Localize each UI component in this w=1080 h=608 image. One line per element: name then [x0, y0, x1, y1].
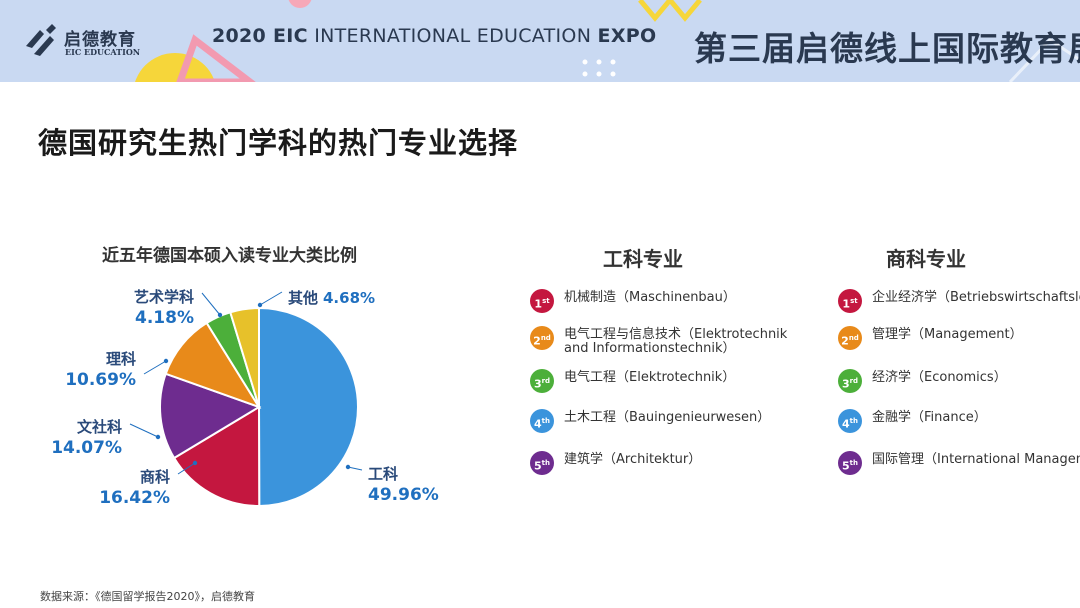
- rank-badge: 5th: [838, 451, 862, 475]
- rank-text: 企业经济学（Betriebswirtschaftslehre）: [872, 290, 1080, 305]
- rank-text: 建筑学（Architektur）: [564, 452, 702, 467]
- rank-badge: 2nd: [530, 326, 554, 350]
- rank-text: 经济学（Economics）: [872, 370, 1007, 385]
- rank-suffix: nd: [848, 334, 859, 342]
- rank-item: 4th 土木工程（Bauingenieurwesen）: [530, 409, 790, 443]
- rank-suffix: rd: [849, 377, 859, 385]
- expo-title-end: EXPO: [597, 25, 657, 47]
- rank-badge: 3rd: [530, 369, 554, 393]
- header-banner: 启德教育 EIC EDUCATION 2020 EIC INTERNATIONA…: [0, 0, 1080, 82]
- page-title: 德国研究生热门学科的热门专业选择: [38, 126, 519, 160]
- rank-number: 3: [841, 377, 850, 391]
- rank-item: 5th 建筑学（Architektur）: [530, 451, 790, 485]
- pie-label-leader-3: [143, 360, 167, 375]
- logo-text-cn: 启德教育: [64, 30, 136, 50]
- rank-number: 3: [533, 377, 542, 391]
- decorative-shapes: [135, 0, 1080, 82]
- rank-badge: 4th: [530, 409, 554, 433]
- rank-number: 2: [841, 334, 849, 348]
- column-title-business: 商科专业: [886, 247, 966, 271]
- rank-number: 1: [842, 297, 851, 311]
- rank-number: 4: [534, 417, 542, 431]
- pie-label-name-0: 工科: [368, 465, 398, 483]
- rank-suffix: st: [542, 297, 550, 305]
- pie-label-leader-1: [177, 462, 196, 475]
- logo-text-en: EIC EDUCATION: [65, 47, 141, 57]
- pie-label-value-1: 16.42%: [99, 488, 170, 508]
- rank-item: 1st 企业经济学（Betriebswirtschaftslehre）: [838, 289, 1080, 323]
- expo-title: 2020 EIC INTERNATIONAL EDUCATION EXPO: [212, 25, 656, 47]
- rank-number: 5: [534, 459, 542, 473]
- rank-text: 电气工程与信息技术（Elektrotechnik and Information…: [564, 327, 788, 356]
- pie-label-name-1: 商科: [140, 468, 170, 486]
- rank-badge: 1st: [530, 289, 554, 313]
- rank-number: 5: [842, 459, 850, 473]
- rank-suffix: th: [849, 459, 858, 467]
- data-source-note: 数据来源：《德国留学报告2020》，启德教育: [40, 590, 255, 603]
- pie-slice-5: [229, 306, 260, 408]
- rank-item: 1st 机械制造（Maschinenbau）: [530, 289, 790, 323]
- rank-suffix: th: [541, 417, 550, 425]
- expo-title-middle: INTERNATIONAL EDUCATION: [307, 25, 598, 47]
- pie-label-leader-0: [347, 466, 363, 471]
- pie-label-value-2: 14.07%: [51, 438, 122, 458]
- pie-slice-2: [159, 372, 262, 460]
- expo-title-cn: 第三届启德线上国际教育展: [694, 29, 1080, 68]
- rank-item: 2nd 管理学（Management）: [838, 326, 1080, 360]
- rank-text: 机械制造（Maschinenbau）: [564, 290, 736, 305]
- pie-label-leader-4: [201, 292, 221, 316]
- rank-suffix: nd: [540, 334, 551, 342]
- expo-title-year: 2020 EIC: [212, 25, 308, 47]
- rank-item: 3rd 经济学（Economics）: [838, 369, 1080, 403]
- rank-number: 1: [534, 297, 543, 311]
- rank-item: 2nd 电气工程与信息技术（Elektrotechnik and Informat…: [530, 326, 790, 360]
- rank-number: 4: [842, 417, 850, 431]
- column-title-engineering: 工科专业: [603, 247, 683, 271]
- rank-badge: 3rd: [838, 369, 862, 393]
- rank-text: 金融学（Finance）: [872, 410, 987, 425]
- pie-label-name-4: 艺术学科: [134, 288, 194, 306]
- rank-text: 国际管理（International Management）: [872, 452, 1080, 467]
- pie-slice-1: [172, 405, 261, 508]
- rank-suffix: th: [541, 459, 550, 467]
- pie-label-value-5: 4.68%: [323, 289, 375, 307]
- rank-item: 5th 国际管理（International Management）: [838, 451, 1080, 485]
- pie-label-name-2: 文社科: [77, 418, 122, 436]
- pie-label-name-5: 其他: [288, 289, 318, 307]
- rank-item: 4th 金融学（Finance）: [838, 409, 1080, 443]
- pie-chart: 工科 49.96% 商科 16.42% 文社科 14.07% 理科 10.69% 艺术学科 4.1…: [51, 288, 439, 508]
- eic-logo-mark-icon: [26, 24, 56, 56]
- rank-number: 2: [533, 334, 541, 348]
- pie-label-value-3: 10.69%: [65, 370, 136, 390]
- rank-badge: 5th: [530, 451, 554, 475]
- pie-slice-3: [164, 321, 262, 409]
- pie-label-leader-5: [259, 291, 283, 306]
- pie-slice-0: [258, 306, 360, 508]
- rank-text: 电气工程（Elektrotechnik）: [564, 370, 736, 385]
- rank-badge: 1st: [838, 289, 862, 313]
- rank-badge: 4th: [838, 409, 862, 433]
- rank-suffix: rd: [541, 377, 551, 385]
- chart-title: 近五年德国本硕入读专业大类比例: [102, 246, 357, 266]
- rank-suffix: st: [850, 297, 858, 305]
- rank-text: 管理学（Management）: [872, 327, 1023, 342]
- rank-badge: 2nd: [838, 326, 862, 350]
- pie-label-leader-2: [129, 423, 159, 438]
- pie-label-value-4: 4.18%: [135, 308, 194, 328]
- rank-suffix: th: [849, 417, 858, 425]
- rank-item: 3rd 电气工程（Elektrotechnik）: [530, 369, 790, 403]
- pie-label-name-3: 理科: [106, 350, 136, 368]
- eic-logo[interactable]: 启德教育 EIC EDUCATION: [22, 22, 152, 62]
- pie-label-value-0: 49.96%: [368, 485, 439, 505]
- rank-text: 土木工程（Bauingenieurwesen）: [564, 410, 771, 425]
